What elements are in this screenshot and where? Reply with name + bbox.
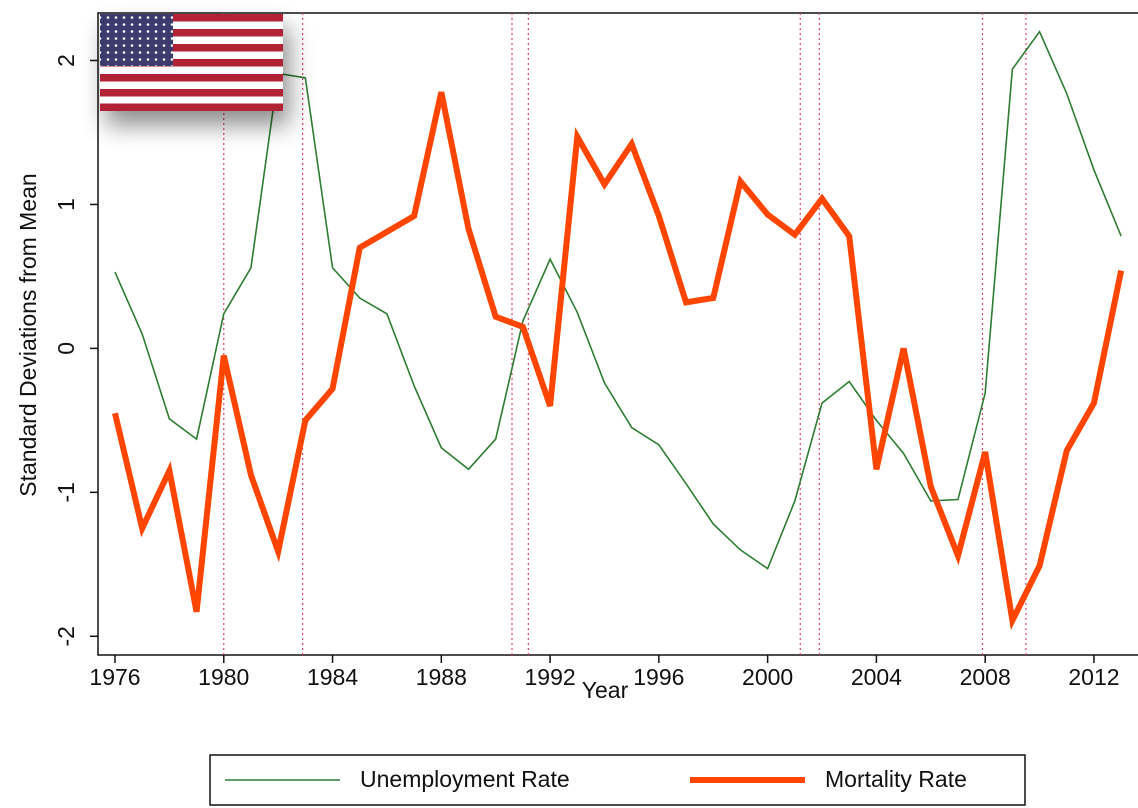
y-tick-label: -1: [53, 482, 79, 502]
x-tick-label: 1988: [416, 664, 467, 690]
x-tick-label: 2012: [1068, 664, 1119, 690]
y-tick-label: 0: [53, 342, 79, 355]
x-tick-label: 1996: [633, 664, 684, 690]
y-axis-label: Standard Deviations from Mean: [15, 173, 41, 496]
legend-box: [209, 754, 1026, 806]
series-line: [112, 91, 1125, 631]
plot-frame: [97, 12, 1138, 656]
x-axis-label: Year: [582, 677, 629, 703]
y-tick-label: -2: [53, 626, 79, 646]
x-tick-label: 1980: [198, 664, 249, 690]
us-flag: [100, 14, 283, 111]
legend-label: Unemployment Rate: [360, 766, 570, 792]
x-tick-label: 1992: [524, 664, 575, 690]
y-tick-label: 2: [53, 54, 79, 67]
x-tick-label: 2000: [742, 664, 793, 690]
legend-label: Mortality Rate: [825, 766, 967, 792]
x-tick-label: 1984: [307, 664, 358, 690]
y-tick-label: 1: [53, 198, 79, 211]
x-tick-label: 2004: [851, 664, 902, 690]
x-tick-label: 2008: [960, 664, 1011, 690]
legend: Unemployment Rate Mortality Rate: [225, 766, 967, 792]
x-tick-label: 1976: [89, 664, 140, 690]
series-line: [114, 30, 1122, 570]
